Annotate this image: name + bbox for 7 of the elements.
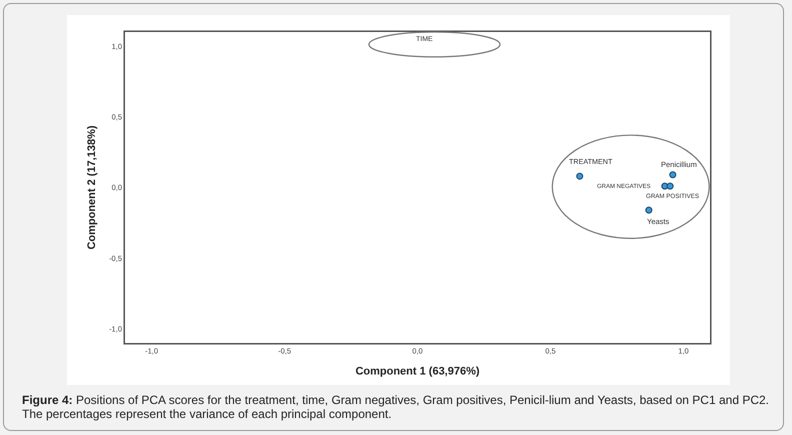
point <box>645 206 652 214</box>
point <box>576 172 584 180</box>
point <box>669 171 676 178</box>
caption: Figure 4: Positions of PCA scores for the treatment, time, Gram negatives, Gram positives, Penicil-lium and Yeasts, based on PC1 and PC2. The percentages represent the variance of each principal component. <box>22 393 770 421</box>
x-axis-title: Component 1 (63,976%) <box>355 365 480 378</box>
y-axis-title: Component 2 (17,138%) <box>86 125 98 250</box>
point <box>666 182 674 190</box>
